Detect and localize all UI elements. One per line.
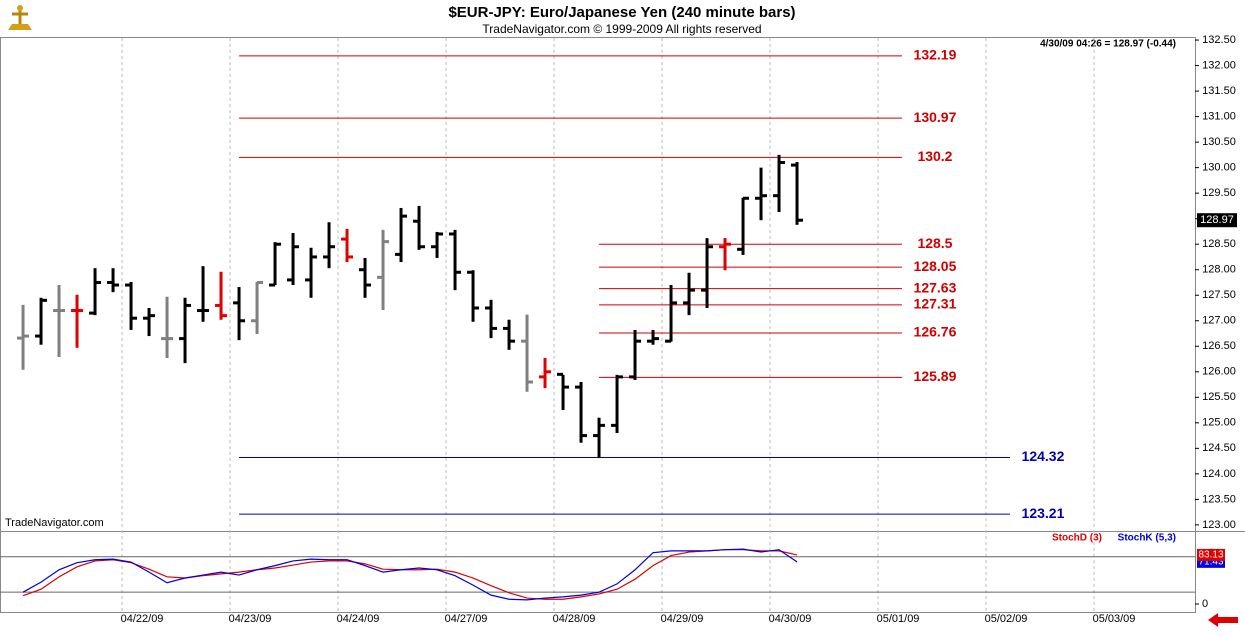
- level-label: 130.97: [914, 109, 957, 125]
- y-tick-label: 128.50: [1202, 238, 1236, 250]
- logo: [8, 5, 32, 30]
- level-label: 125.89: [914, 368, 957, 384]
- last-value-box: [1197, 548, 1225, 561]
- plot-frame: [0, 37, 1196, 613]
- legend-entry: StochD (3): [1052, 533, 1102, 544]
- y-tick-label: 123.00: [1202, 519, 1236, 531]
- y-tick-label: 125.00: [1202, 417, 1236, 429]
- level-label: 127.63: [914, 279, 957, 295]
- scroll-arrow[interactable]: [1208, 613, 1238, 627]
- level-label: 126.76: [914, 324, 957, 340]
- level-label: 127.31: [914, 296, 957, 312]
- level-label: 130.2: [917, 148, 952, 164]
- y-tick-label: 130.50: [1202, 136, 1236, 148]
- x-tick-label: 04/30/09: [769, 613, 812, 625]
- chart-title: $EUR-JPY: Euro/Japanese Yen (240 minute …: [448, 4, 795, 21]
- y-tick-label: 123.50: [1202, 493, 1236, 505]
- last-price-box: [1197, 213, 1237, 228]
- x-tick-label: 04/27/09: [445, 613, 488, 625]
- y-tick-label: 130.00: [1202, 162, 1236, 174]
- y-tick-label: 126.50: [1202, 340, 1236, 352]
- x-tick-label: 04/22/09: [121, 613, 164, 625]
- watermark: TradeNavigator.com: [5, 517, 104, 529]
- x-tick-label: 05/02/09: [985, 613, 1028, 625]
- x-tick-label: 05/03/09: [1093, 613, 1136, 625]
- level-label: 128.5: [917, 235, 952, 251]
- y-tick-label: 132.50: [1202, 34, 1236, 46]
- level-label: 128.05: [914, 258, 957, 274]
- level-label: 123.21: [1022, 505, 1065, 521]
- chart-subtitle: TradeNavigator.com © 1999-2009 All right…: [482, 22, 761, 36]
- last-value-label: 71.43: [1198, 556, 1223, 567]
- y-tick-label: 126.00: [1202, 366, 1236, 378]
- last-value-label: 83.13: [1198, 550, 1223, 561]
- y-tick-label: 124.50: [1202, 442, 1236, 454]
- x-tick-label: 04/29/09: [661, 613, 704, 625]
- y-tick-label: 127.00: [1202, 315, 1236, 327]
- price-annotation: 4/30/09 04:26 = 128.97 (-0.44): [1040, 39, 1176, 50]
- y-tick-label: 131.50: [1202, 85, 1236, 97]
- last-price-label: 128.97: [1200, 214, 1234, 226]
- x-tick-label: 04/24/09: [337, 613, 380, 625]
- level-label: 124.32: [1022, 448, 1065, 464]
- y-tick-label: 125.50: [1202, 391, 1236, 403]
- y-tick-label: 129.50: [1202, 187, 1236, 199]
- x-tick-label: 04/23/09: [229, 613, 272, 625]
- legend-entry: StochK (5,3): [1118, 533, 1176, 544]
- y-tick-label: 124.00: [1202, 468, 1236, 480]
- stoch-line: [22, 548, 798, 601]
- x-tick-label: 04/28/09: [553, 613, 596, 625]
- y-tick-label: 128.00: [1202, 264, 1236, 276]
- y-tick-label: 0: [1202, 598, 1208, 610]
- stoch-line: [22, 549, 798, 600]
- y-tick-label: 127.50: [1202, 289, 1236, 301]
- x-tick-label: 05/01/09: [877, 613, 920, 625]
- y-tick-label: 132.00: [1202, 59, 1236, 71]
- level-label: 132.19: [914, 47, 957, 63]
- y-tick-label: 131.00: [1202, 111, 1236, 123]
